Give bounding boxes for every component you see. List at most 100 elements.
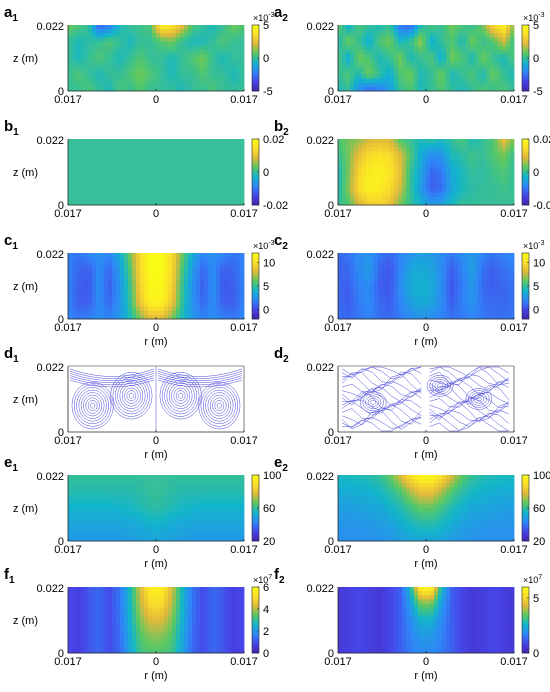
heatmap-cell	[406, 180, 411, 185]
heatmap-cell	[342, 143, 347, 148]
heatmap-cell	[506, 290, 511, 295]
heatmap-cell	[482, 261, 487, 266]
heatmap-cell	[458, 163, 463, 169]
heatmap-cell	[180, 167, 185, 173]
streamline	[341, 366, 422, 380]
heatmap-cell	[446, 62, 451, 67]
heatmap-cell	[354, 143, 359, 148]
heatmap-cell	[394, 180, 399, 185]
heatmap-cell	[224, 200, 229, 206]
heatmap-cell	[208, 192, 213, 198]
heatmap-cell	[192, 306, 197, 312]
heatmap-cell	[450, 82, 455, 88]
heatmap-cell	[128, 487, 133, 492]
heatmap-cell	[172, 86, 177, 92]
heatmap-cell	[506, 74, 511, 80]
heatmap-cell	[148, 74, 153, 80]
heatmap-cell	[474, 180, 479, 185]
heatmap-cell	[80, 62, 85, 67]
streamline	[216, 402, 222, 409]
heatmap-cell	[482, 58, 487, 63]
heatmap-cell	[450, 281, 455, 287]
heatmap-cell	[68, 277, 73, 283]
heatmap-cell	[200, 49, 205, 55]
heatmap-cell	[188, 143, 193, 148]
heatmap-cell	[438, 290, 443, 295]
heatmap-cell	[454, 25, 459, 30]
heatmap-cell	[68, 269, 73, 275]
heatmap-cell	[76, 310, 81, 316]
heatmap-cell	[212, 151, 217, 156]
heatmap-cell	[80, 261, 85, 266]
heatmap-cell	[180, 499, 185, 505]
heatmap-cell	[204, 298, 209, 303]
heatmap-cell	[132, 74, 137, 80]
heatmap-cell	[220, 479, 225, 484]
heatmap-cell	[342, 261, 347, 266]
heatmap-cell	[228, 29, 233, 34]
heatmap-cell	[358, 253, 363, 258]
heatmap-cell	[394, 286, 399, 291]
heatmap-cell	[494, 155, 499, 161]
heatmap-cell	[458, 253, 463, 258]
heatmap-cell	[144, 265, 149, 270]
heatmap-cell	[156, 167, 161, 173]
heatmap-cell	[68, 491, 73, 497]
heatmap-cell	[72, 277, 77, 283]
heatmap-cell	[486, 167, 491, 173]
heatmap-cell	[354, 302, 359, 308]
heatmap-cell	[228, 479, 233, 484]
heatmap-cell	[132, 184, 137, 189]
heatmap-cell	[88, 155, 93, 161]
heatmap-cell	[350, 314, 355, 320]
heatmap-cell	[188, 294, 193, 299]
heatmap-cell	[390, 302, 395, 308]
heatmap-cell	[68, 499, 73, 505]
heatmap-cell	[88, 147, 93, 152]
heatmap-cell	[474, 277, 479, 283]
heatmap-cell	[72, 70, 77, 75]
heatmap-cell	[136, 188, 141, 194]
heatmap-cell	[462, 184, 467, 189]
heatmap-cell	[374, 147, 379, 152]
heatmap-cell	[422, 53, 427, 59]
heatmap-cell	[474, 53, 479, 59]
heatmap-cell	[192, 495, 197, 501]
heatmap-cell	[458, 265, 463, 270]
heatmap-cell	[80, 172, 85, 177]
heatmap-cell	[200, 62, 205, 67]
heatmap-cell	[490, 253, 495, 258]
heatmap-cell	[92, 184, 97, 189]
heatmap-cell	[100, 269, 105, 275]
heatmap-cell	[220, 192, 225, 198]
heatmap-cell	[510, 45, 515, 51]
heatmap-cell	[192, 302, 197, 308]
heatmap-cell	[458, 41, 463, 47]
heatmap-cell	[390, 298, 395, 303]
heatmap-cell	[72, 286, 77, 291]
heatmap-cell	[108, 302, 113, 308]
heatmap-cell	[506, 41, 511, 47]
heatmap-cell	[92, 58, 97, 63]
heatmap-cell	[342, 147, 347, 152]
heatmap-cell	[72, 82, 77, 88]
heatmap-cell	[128, 151, 133, 156]
heatmap-cell	[180, 25, 185, 30]
heatmap-cell	[216, 273, 221, 279]
heatmap-cell	[172, 499, 177, 505]
heatmap-cell	[204, 159, 209, 165]
heatmap-cell	[156, 475, 161, 480]
heatmap-cell	[386, 37, 391, 42]
heatmap-cell	[338, 66, 343, 71]
heatmap-cell	[386, 53, 391, 59]
heatmap-cell	[192, 163, 197, 169]
heatmap-cell	[382, 192, 387, 198]
heatmap-cell	[470, 257, 475, 262]
heatmap-cell	[486, 180, 491, 185]
heatmap-cell	[366, 192, 371, 198]
heatmap-cell	[366, 290, 371, 295]
heatmap-cell	[184, 25, 189, 30]
heatmap-cell	[438, 62, 443, 67]
heatmap-cell	[100, 281, 105, 287]
heatmap-cell	[76, 253, 81, 258]
